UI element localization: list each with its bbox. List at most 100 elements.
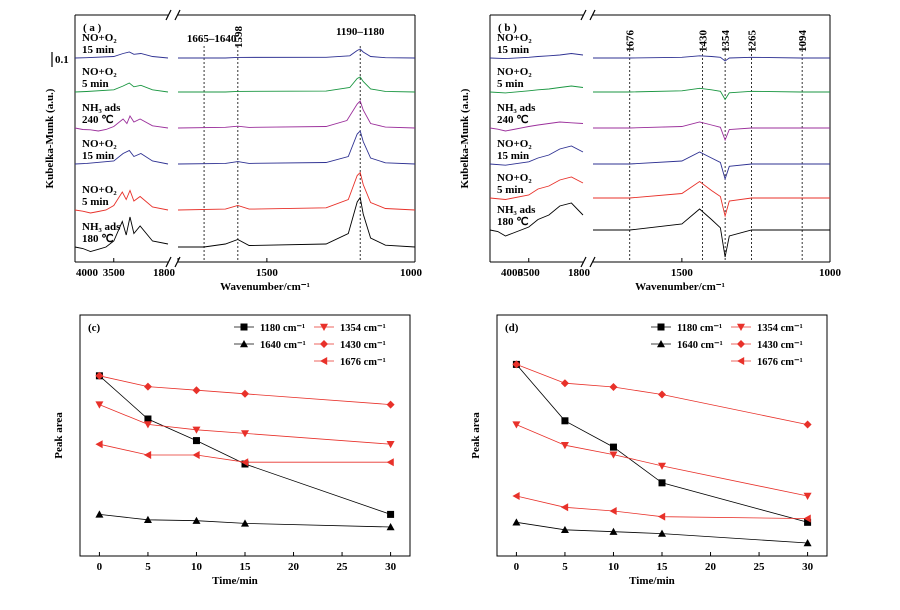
y-axis-label: Kubelka-Munk (a.u.) [459,88,471,188]
series-label-line2: 5 min [82,78,109,90]
peak-label: 1354 [720,30,732,53]
data-point [609,443,617,451]
data-point [192,426,201,434]
series-label-line1: NO+O₂ [497,138,532,150]
spectrum-series-0-left [74,51,169,59]
x-tick-label: 5 [562,561,568,573]
legend-label: 1430 cm⁻¹ [757,340,803,351]
series-label-line2: 240 ℃ [497,114,529,126]
data-point [609,527,618,535]
spectrum-series-0-left [489,53,584,60]
data-point [512,360,521,369]
data-point [804,518,812,526]
x-axis-label: Time/min [629,575,675,587]
series-label-line1: NH₃ ads [497,102,536,114]
x-axis-label: Wavenumber/cm⁻¹ [635,281,725,293]
data-point [512,492,520,500]
spectrum-series-4-left [489,176,584,200]
x-tick-label: 15 [657,561,669,573]
series-line-4 [99,443,391,463]
spectrum-series-1-left [489,85,584,94]
spectrum-series-1-left [74,82,169,93]
x-tick-label: 5 [145,561,151,573]
peak-label: 1094 [797,30,809,53]
series-label-line1: NO+O₂ [82,66,117,78]
data-point [192,437,200,445]
data-point [803,492,812,500]
x-tick-label: 30 [802,561,814,573]
x-tick-label: 10 [191,561,203,573]
legend-marker [737,357,745,365]
spectrum-series-2-left [74,115,169,132]
x-axis-label: Wavenumber/cm⁻¹ [220,281,310,293]
series-label-line1: NO+O₂ [82,138,117,150]
data-point [386,441,395,449]
axis-break-mark [589,9,596,21]
spectrum-series-4-right [177,171,416,211]
spectrum-series-5-left [489,202,584,237]
axis-break-mark [580,256,587,268]
data-point [386,523,395,531]
x-tick-label: 1000 [400,267,423,279]
series-label-line1: NH₃ ads [82,221,121,233]
legend-marker [320,323,328,331]
legend-label: 1180 cm⁻¹ [260,323,305,334]
x-tick-label: 10 [608,561,620,573]
axis-break-mark [165,9,172,21]
x-tick-label: 25 [337,561,349,573]
peak-label: 1598 [233,26,245,49]
data-point [658,479,666,487]
legend-marker [320,340,328,348]
axis-break-mark [174,9,181,21]
data-point [658,529,666,537]
data-point [560,503,569,512]
x-tick-label: 1000 [819,267,842,279]
y-axis-label: Kubelka-Munk (a.u.) [44,88,56,188]
data-point [192,386,201,395]
data-point [658,462,666,470]
legend-marker [320,357,328,365]
spectrum-series-1-right [593,87,830,101]
series-label-line2: 15 min [82,150,114,162]
data-point [95,510,104,518]
spectrum-series-2-right [593,121,830,142]
series-label-line2: 15 min [497,44,529,56]
data-point [386,400,395,409]
data-point [95,401,104,409]
series-label-line2: 240 ℃ [82,114,114,126]
legend-label: 1676 cm⁻¹ [757,357,803,368]
data-point [143,515,152,523]
legend-marker [657,323,665,331]
legend-marker [737,323,745,331]
data-point [192,516,201,524]
data-point [241,389,249,398]
panel-label: ( b ) [498,22,517,34]
spectrum-series-3-right [177,130,416,165]
x-tick-label: 0 [97,561,103,573]
x-tick-label: 1800 [568,267,591,279]
series-label-line1: NH₃ ads [82,102,121,114]
spectrum-series-2-left [489,121,584,132]
y-axis-label: Peak area [53,412,65,459]
axis-break-mark [165,256,172,268]
y-axis-label: Peak area [470,412,482,459]
x-tick-label: 0 [514,561,520,573]
spectrum-series-4-left [74,189,169,214]
peak-area-panel-3: 0 5 10 15 20 25 30 Time/min Peak area (d) 1180 cm⁻… [470,314,828,587]
series-label-line1: NO+O₂ [82,184,117,196]
legend-label: 1354 cm⁻¹ [757,323,803,334]
x-axis-label: Time/min [212,575,258,587]
data-point [386,458,394,467]
data-point [143,382,152,391]
data-point [609,507,617,516]
data-point [560,442,569,450]
panel-label: (d) [505,322,519,334]
peak-area-panel-2: 0 5 10 15 20 25 30 Time/min Peak area (c) 1180 cm⁻… [53,314,411,587]
data-point [192,451,200,459]
legend-marker [240,340,248,348]
series-label-line1: NO+O₂ [497,172,532,184]
data-point [609,451,618,459]
data-point [241,430,249,438]
series-label-line2: 180 ℃ [82,233,114,245]
